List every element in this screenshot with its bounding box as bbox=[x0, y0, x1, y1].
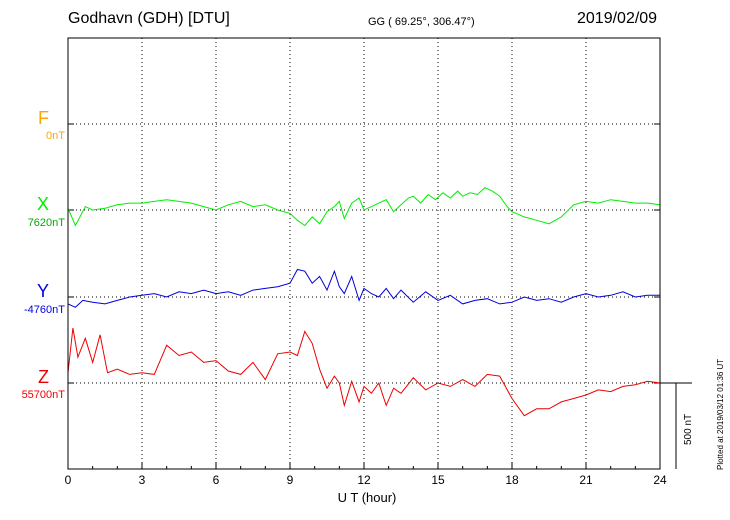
series-line-z bbox=[67, 327, 661, 417]
baseline-label-y: -4760nT bbox=[24, 304, 65, 316]
x-tick-label: 0 bbox=[65, 473, 72, 487]
baseline-label-f: 0nT bbox=[46, 130, 65, 142]
x-tick-label: 12 bbox=[357, 473, 371, 487]
grid-lines bbox=[68, 38, 660, 469]
x-tick-label: 6 bbox=[213, 473, 220, 487]
series-line-y bbox=[67, 268, 660, 308]
baseline-label-x: 7620nT bbox=[27, 217, 65, 229]
series-label-z: Z bbox=[38, 367, 49, 387]
series-line-x bbox=[67, 187, 661, 227]
x-axis-title: U T (hour) bbox=[338, 490, 397, 505]
x-tick-label: 24 bbox=[653, 473, 667, 487]
scale-bar-label: 500 nT bbox=[683, 414, 694, 445]
series-label-x: X bbox=[36, 194, 49, 214]
plot-frame bbox=[67, 37, 661, 470]
x-tick-label: 21 bbox=[579, 473, 593, 487]
x-tick-label: 3 bbox=[139, 473, 146, 487]
x-axis: 0 3 6 9 12 15 18 21 24 bbox=[65, 463, 667, 487]
x-tick-label: 18 bbox=[505, 473, 519, 487]
x-tick-label: 15 bbox=[431, 473, 445, 487]
series-label-f: F bbox=[38, 108, 49, 128]
x-tick-label: 9 bbox=[287, 473, 294, 487]
plotted-timestamp: Plotted at 2019/03/12 01:36 UT bbox=[716, 358, 725, 470]
series-label-y: Y bbox=[36, 281, 49, 301]
baseline-label-z: 55700nT bbox=[21, 389, 65, 401]
scale-bar bbox=[660, 382, 692, 469]
series-layer bbox=[67, 187, 661, 417]
station-coordinates: GG ( 69.25°, 306.47°) bbox=[368, 16, 475, 28]
station-title: Godhavn (GDH) [DTU] bbox=[68, 10, 230, 27]
chart-date: 2019/02/09 bbox=[577, 10, 658, 27]
